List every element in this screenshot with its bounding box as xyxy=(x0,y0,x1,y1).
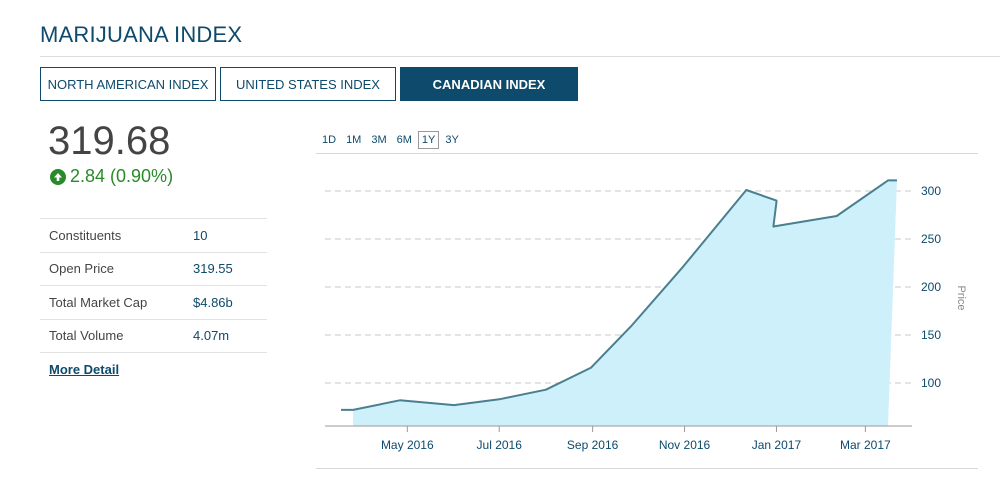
y-tick-label: 300 xyxy=(921,184,941,198)
stats-table: Constituents 10 Open Price 319.55 Total … xyxy=(40,218,267,353)
stat-label: Open Price xyxy=(49,261,115,277)
y-tick-label: 250 xyxy=(921,232,941,246)
tab-canadian-index[interactable]: CANADIAN INDEX xyxy=(400,67,578,101)
y-tick-label: 200 xyxy=(921,280,941,294)
x-tick-label: Jan 2017 xyxy=(752,438,802,452)
y-tick-label: 100 xyxy=(921,376,941,390)
y-axis-label: Price xyxy=(955,285,967,310)
stat-label: Total Market Cap xyxy=(49,294,148,310)
stat-label: Total Volume xyxy=(49,328,124,344)
range-3m-button[interactable]: 3M xyxy=(371,134,387,146)
price-change-value: 2.84 (0.90%) xyxy=(70,166,174,186)
stat-label: Constituents xyxy=(49,227,122,243)
index-tabs: NORTH AMERICAN INDEX UNITED STATES INDEX… xyxy=(40,67,578,101)
page-title: MARIJUANA INDEX xyxy=(40,22,243,47)
y-tick-label: 150 xyxy=(921,328,941,342)
price-area xyxy=(353,180,897,426)
range-1y-button[interactable]: 1Y xyxy=(417,131,440,149)
range-selector: 1D 1M 3M 6M 1Y 3Y xyxy=(318,131,463,149)
x-tick-label: Mar 2017 xyxy=(840,438,891,452)
x-tick-label: Sep 2016 xyxy=(567,438,619,452)
arrow-up-circle-icon xyxy=(50,168,66,185)
price-line xyxy=(341,179,897,411)
more-detail-link[interactable]: More Detail xyxy=(49,362,120,377)
tab-north-american-index[interactable]: NORTH AMERICAN INDEX xyxy=(40,67,216,101)
index-price: 319.68 xyxy=(48,119,171,163)
stat-value: 10 xyxy=(193,227,208,243)
range-3y-button[interactable]: 3Y xyxy=(445,134,459,146)
stat-value: 319.55 xyxy=(193,261,233,277)
chart-top-divider xyxy=(316,153,978,154)
stat-row-constituents: Constituents 10 xyxy=(40,219,267,253)
x-tick-label: Jul 2016 xyxy=(477,438,523,452)
range-1d-button[interactable]: 1D xyxy=(322,134,337,146)
x-tick-label: Nov 2016 xyxy=(659,438,711,452)
stat-row-open-price: Open Price 319.55 xyxy=(40,253,267,286)
x-tick-label: May 2016 xyxy=(381,438,434,452)
range-1m-button[interactable]: 1M xyxy=(346,134,362,146)
stat-row-market-cap: Total Market Cap $4.86b xyxy=(40,286,267,320)
tab-united-states-index[interactable]: UNITED STATES INDEX xyxy=(220,67,396,101)
stat-row-total-volume: Total Volume 4.07m xyxy=(40,320,267,353)
chart-bottom-divider xyxy=(316,468,978,469)
range-6m-button[interactable]: 6M xyxy=(396,134,412,146)
stat-value: $4.86b xyxy=(193,294,233,310)
title-divider xyxy=(40,56,1000,57)
stat-value: 4.07m xyxy=(193,328,230,344)
price-change: 2.84 (0.90%) xyxy=(50,166,173,187)
